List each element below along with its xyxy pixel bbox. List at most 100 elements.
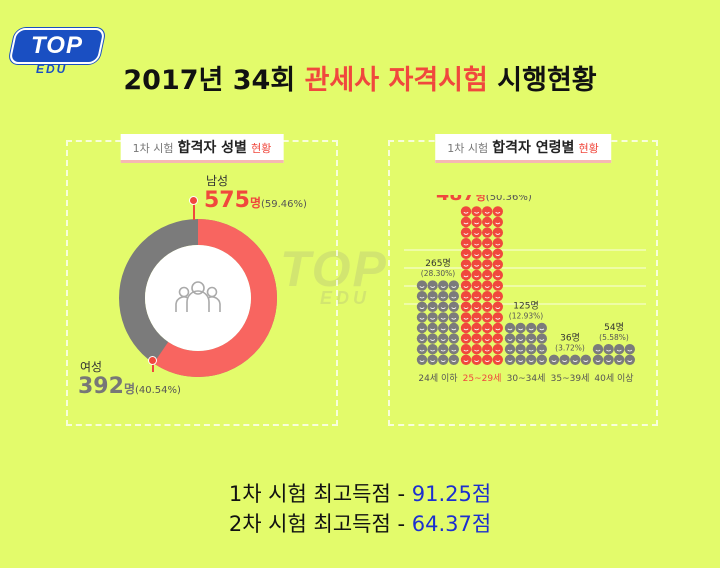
- face-mark: [463, 222, 469, 225]
- age-head-small2: 현황: [578, 142, 599, 155]
- face-mark: [616, 360, 622, 362]
- person-icon: [416, 291, 428, 302]
- person-icon: [526, 354, 537, 365]
- person-icon: [448, 333, 459, 344]
- face-mark: [495, 222, 501, 225]
- age-head-big: 합격자 연령별: [492, 140, 575, 156]
- category-label: 40세 이상: [594, 373, 633, 384]
- person-icon: [548, 354, 560, 365]
- face-mark: [430, 307, 436, 309]
- age-panel: 1차 시험 합격자 연령별 현황: [388, 134, 658, 426]
- face-mark: [518, 339, 524, 341]
- person-icon: [492, 227, 503, 238]
- donut-male-arc: [119, 219, 277, 377]
- category-label: 25~29세: [463, 373, 502, 384]
- female-leader-line: [152, 360, 154, 372]
- person-icon: [460, 301, 472, 312]
- face-mark: [430, 360, 436, 362]
- person-icon: [580, 354, 591, 365]
- face-mark: [430, 328, 436, 331]
- face-mark: [495, 317, 501, 320]
- person-icon: [438, 312, 449, 323]
- face-mark: [440, 349, 446, 352]
- bar-2: [504, 322, 547, 365]
- face-mark: [518, 328, 524, 331]
- face-mark: [419, 307, 425, 309]
- bar-0: [416, 280, 459, 365]
- person-icon: [492, 312, 503, 323]
- category-label: 30~34세: [507, 373, 546, 384]
- face-mark: [484, 233, 490, 235]
- face-mark: [484, 339, 490, 341]
- face-mark: [484, 349, 490, 352]
- face-mark: [474, 264, 480, 267]
- face-mark: [463, 233, 469, 235]
- person-icon: [526, 322, 537, 334]
- face-mark: [440, 360, 446, 362]
- person-icon: [592, 354, 604, 365]
- person-icon: [416, 344, 428, 355]
- percent-label: (3.72%): [555, 343, 585, 352]
- person-icon: [624, 354, 635, 365]
- watermark-edu-text: EDU: [320, 288, 371, 308]
- person-icon: [460, 280, 472, 291]
- person-icon: [492, 344, 503, 355]
- person-icon: [427, 344, 438, 355]
- face-mark: [419, 360, 425, 362]
- face-mark: [430, 296, 436, 299]
- face-mark: [616, 349, 622, 352]
- age-head-small: 1차 시험: [447, 142, 489, 155]
- score-1-label: 1차 시험 최고득점 -: [228, 482, 412, 506]
- face-mark: [463, 264, 469, 267]
- face-mark: [463, 360, 469, 362]
- face-mark: [484, 275, 490, 278]
- person-icon: [504, 344, 516, 355]
- face-mark: [495, 254, 501, 256]
- face-mark: [495, 233, 501, 235]
- face-mark: [518, 360, 524, 362]
- face-mark: [440, 317, 446, 320]
- female-count: 392: [78, 374, 124, 399]
- face-mark: [528, 360, 534, 362]
- face-mark: [562, 360, 568, 362]
- face-mark: [495, 286, 501, 288]
- face-mark: [474, 254, 480, 256]
- value-label: 36명: [560, 332, 580, 343]
- person-icon: [438, 301, 449, 312]
- face-mark: [595, 360, 601, 362]
- person-icon: [570, 354, 581, 365]
- face-mark: [474, 233, 480, 235]
- person-icon: [460, 291, 472, 302]
- person-icon: [492, 322, 503, 334]
- face-mark: [451, 286, 457, 288]
- person-icon: [482, 301, 493, 312]
- face-mark: [463, 296, 469, 299]
- person-icon: [471, 259, 482, 270]
- person-icon: [427, 322, 438, 334]
- person-icon: [482, 259, 493, 270]
- face-mark: [495, 275, 501, 278]
- person-icon: [482, 344, 493, 355]
- male-count: 575: [204, 188, 250, 213]
- person-icon: [492, 238, 503, 249]
- face-mark: [474, 360, 480, 362]
- person-icon: [448, 322, 459, 334]
- bar-3: [548, 354, 591, 365]
- person-icon: [603, 344, 614, 355]
- face-mark: [528, 349, 534, 352]
- face-mark: [507, 328, 513, 331]
- female-pct: (40.54%): [134, 385, 181, 396]
- face-mark: [451, 317, 457, 320]
- face-mark: [463, 275, 469, 278]
- logo-edu-text: EDU: [36, 62, 68, 76]
- face-mark: [484, 307, 490, 309]
- title-after: 시행현황: [487, 65, 597, 96]
- top-edu-logo: TOP EDU: [8, 28, 106, 76]
- person-icon: [471, 269, 482, 281]
- face-mark: [572, 360, 578, 362]
- person-icon: [438, 333, 449, 344]
- person-icon: [471, 301, 482, 312]
- donut-center: [145, 245, 251, 351]
- person-icon: [471, 333, 482, 344]
- person-icon: [416, 280, 428, 291]
